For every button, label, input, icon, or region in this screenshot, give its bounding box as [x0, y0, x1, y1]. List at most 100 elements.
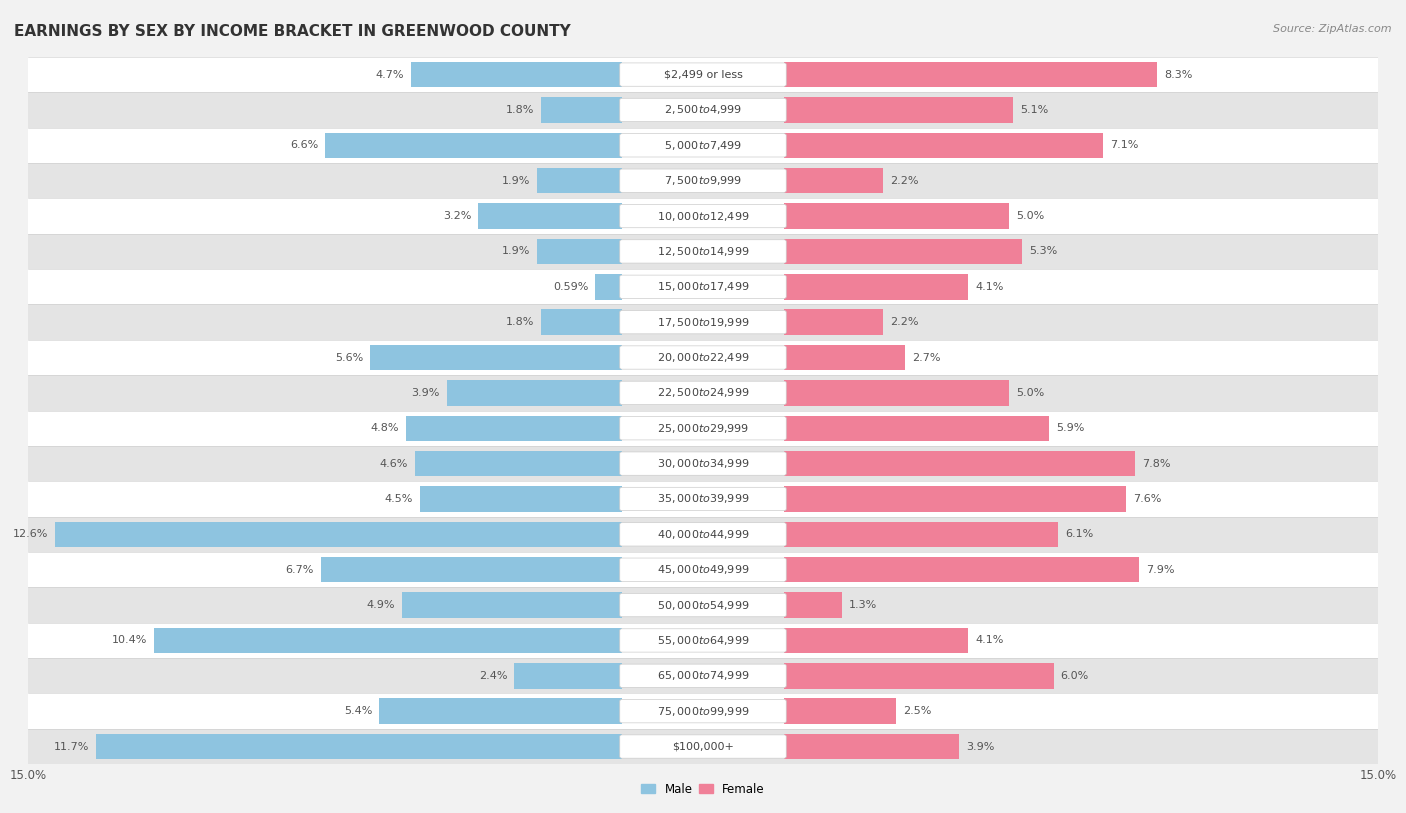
Bar	[785, 734, 959, 759]
Bar	[96, 734, 621, 759]
FancyBboxPatch shape	[620, 699, 786, 723]
Text: $22,500 to $24,999: $22,500 to $24,999	[657, 386, 749, 399]
Text: 2.7%: 2.7%	[912, 353, 941, 363]
Bar	[785, 239, 1022, 264]
FancyBboxPatch shape	[620, 381, 786, 405]
Bar	[541, 310, 621, 335]
FancyBboxPatch shape	[620, 593, 786, 617]
Text: 12.6%: 12.6%	[13, 529, 48, 539]
Bar	[785, 345, 905, 370]
Bar	[28, 729, 1378, 764]
Text: 7.6%: 7.6%	[1133, 494, 1161, 504]
FancyBboxPatch shape	[620, 628, 786, 652]
Bar	[515, 663, 621, 689]
Text: $30,000 to $34,999: $30,000 to $34,999	[657, 457, 749, 470]
Bar	[28, 587, 1378, 623]
Bar	[447, 380, 621, 406]
Bar	[28, 57, 1378, 92]
Text: 11.7%: 11.7%	[53, 741, 89, 751]
FancyBboxPatch shape	[620, 664, 786, 688]
Text: $17,500 to $19,999: $17,500 to $19,999	[657, 315, 749, 328]
Bar	[406, 415, 621, 441]
FancyBboxPatch shape	[620, 735, 786, 759]
Text: 2.4%: 2.4%	[479, 671, 508, 680]
Text: $45,000 to $49,999: $45,000 to $49,999	[657, 563, 749, 576]
Text: 1.8%: 1.8%	[506, 105, 534, 115]
Text: 3.9%: 3.9%	[412, 388, 440, 398]
Bar	[28, 92, 1378, 128]
Bar	[596, 274, 621, 299]
Bar	[28, 517, 1378, 552]
Text: 0.59%: 0.59%	[554, 282, 589, 292]
Bar	[537, 168, 621, 193]
Text: $2,500 to $4,999: $2,500 to $4,999	[664, 103, 742, 116]
Text: 8.3%: 8.3%	[1164, 70, 1192, 80]
Text: 4.1%: 4.1%	[976, 282, 1004, 292]
Bar	[785, 663, 1054, 689]
Bar	[28, 163, 1378, 198]
Bar	[785, 451, 1135, 476]
Text: 3.9%: 3.9%	[966, 741, 994, 751]
FancyBboxPatch shape	[620, 98, 786, 122]
Text: 4.1%: 4.1%	[976, 636, 1004, 646]
Text: $50,000 to $54,999: $50,000 to $54,999	[657, 598, 749, 611]
Bar	[411, 62, 621, 87]
Text: 5.1%: 5.1%	[1021, 105, 1049, 115]
FancyBboxPatch shape	[620, 133, 786, 157]
FancyBboxPatch shape	[620, 311, 786, 334]
Bar	[785, 380, 1010, 406]
Bar	[785, 168, 883, 193]
FancyBboxPatch shape	[620, 204, 786, 228]
Text: 3.2%: 3.2%	[443, 211, 471, 221]
Text: $100,000+: $100,000+	[672, 741, 734, 751]
FancyBboxPatch shape	[620, 63, 786, 86]
Bar	[321, 557, 621, 582]
Bar	[785, 203, 1010, 228]
Bar	[419, 486, 621, 511]
Text: 6.6%: 6.6%	[290, 141, 318, 150]
Text: 1.8%: 1.8%	[506, 317, 534, 327]
FancyBboxPatch shape	[620, 416, 786, 440]
Text: 7.8%: 7.8%	[1142, 459, 1170, 468]
Bar	[28, 269, 1378, 304]
FancyBboxPatch shape	[620, 346, 786, 369]
Bar	[785, 628, 969, 653]
FancyBboxPatch shape	[620, 452, 786, 476]
Bar	[28, 623, 1378, 658]
Bar	[28, 340, 1378, 375]
Bar	[28, 375, 1378, 411]
Bar	[785, 593, 842, 618]
Bar	[325, 133, 621, 158]
Bar	[785, 557, 1139, 582]
Text: 5.0%: 5.0%	[1015, 211, 1043, 221]
Bar	[155, 628, 621, 653]
Text: 6.1%: 6.1%	[1066, 529, 1094, 539]
Text: 7.9%: 7.9%	[1146, 565, 1174, 575]
Text: 5.3%: 5.3%	[1029, 246, 1057, 256]
Bar	[370, 345, 621, 370]
Text: $20,000 to $22,499: $20,000 to $22,499	[657, 351, 749, 364]
Bar	[28, 233, 1378, 269]
Text: 10.4%: 10.4%	[112, 636, 148, 646]
Text: $12,500 to $14,999: $12,500 to $14,999	[657, 245, 749, 258]
Bar	[28, 693, 1378, 729]
Text: 4.6%: 4.6%	[380, 459, 408, 468]
Text: 4.8%: 4.8%	[371, 424, 399, 433]
Text: 4.5%: 4.5%	[384, 494, 413, 504]
Bar	[28, 411, 1378, 446]
Text: 4.7%: 4.7%	[375, 70, 404, 80]
FancyBboxPatch shape	[620, 558, 786, 581]
FancyBboxPatch shape	[620, 275, 786, 298]
Bar	[785, 274, 969, 299]
Text: $65,000 to $74,999: $65,000 to $74,999	[657, 669, 749, 682]
Bar	[537, 239, 621, 264]
Text: 1.9%: 1.9%	[502, 246, 530, 256]
Bar	[415, 451, 621, 476]
Text: 1.3%: 1.3%	[849, 600, 877, 610]
Text: $10,000 to $12,499: $10,000 to $12,499	[657, 210, 749, 223]
Text: $25,000 to $29,999: $25,000 to $29,999	[657, 422, 749, 435]
Text: $40,000 to $44,999: $40,000 to $44,999	[657, 528, 749, 541]
Text: 6.7%: 6.7%	[285, 565, 314, 575]
Text: $5,000 to $7,499: $5,000 to $7,499	[664, 139, 742, 152]
Bar	[785, 698, 897, 724]
